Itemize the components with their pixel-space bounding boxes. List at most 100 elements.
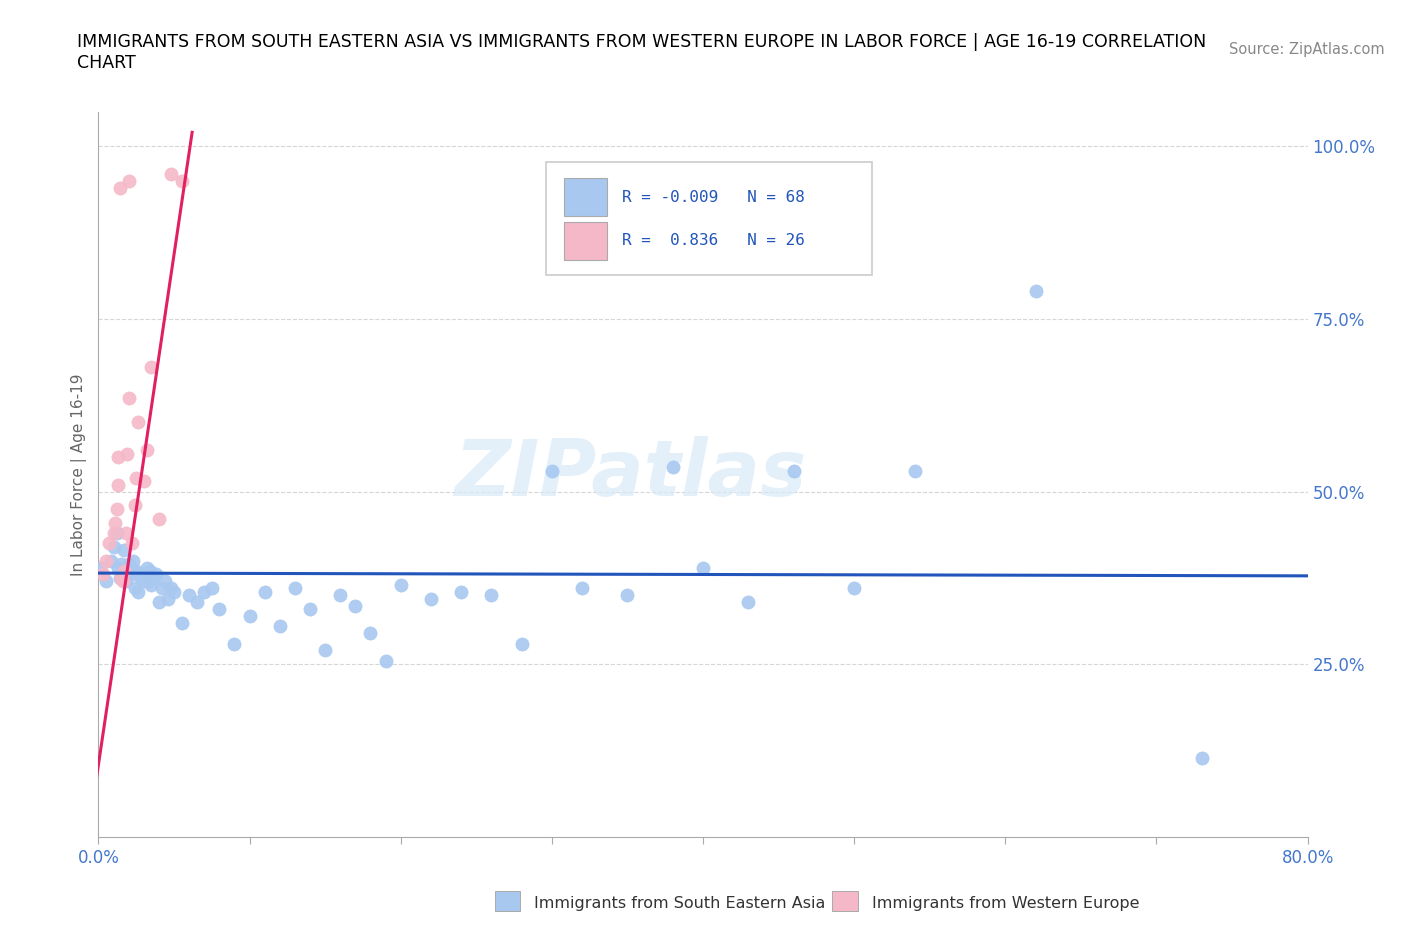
- Point: [141, 360, 163, 375]
- Point: [118, 557, 141, 572]
- Point: [125, 564, 148, 578]
- Point: [107, 560, 129, 575]
- Point: [360, 626, 382, 641]
- Point: [616, 588, 638, 603]
- Bar: [495, 891, 520, 911]
- Text: Source: ZipAtlas.com: Source: ZipAtlas.com: [1229, 42, 1385, 57]
- Point: [132, 574, 155, 589]
- Point: [136, 574, 159, 589]
- Point: [284, 581, 307, 596]
- Point: [153, 574, 176, 589]
- Point: [239, 608, 262, 623]
- Point: [125, 471, 148, 485]
- Point: [118, 173, 141, 188]
- Point: [98, 536, 121, 551]
- Point: [253, 584, 276, 599]
- Text: Immigrants from South Eastern Asia: Immigrants from South Eastern Asia: [534, 897, 825, 911]
- Text: R =  0.836   N = 26: R = 0.836 N = 26: [621, 233, 804, 248]
- Point: [121, 536, 143, 551]
- Point: [148, 512, 170, 526]
- Point: [329, 588, 352, 603]
- Point: [94, 574, 117, 589]
- Point: [141, 578, 163, 592]
- Bar: [832, 891, 858, 911]
- Point: [177, 588, 201, 603]
- Point: [128, 567, 150, 582]
- Point: [170, 173, 193, 188]
- Point: [139, 564, 162, 578]
- Point: [170, 616, 193, 631]
- Point: [135, 560, 157, 575]
- Point: [344, 598, 367, 613]
- Point: [269, 618, 291, 633]
- Point: [481, 588, 503, 603]
- FancyBboxPatch shape: [564, 179, 607, 216]
- Point: [419, 591, 441, 606]
- Point: [114, 574, 136, 589]
- Point: [107, 449, 129, 464]
- Point: [904, 463, 927, 478]
- Point: [103, 539, 125, 554]
- Point: [100, 553, 122, 568]
- Point: [112, 543, 135, 558]
- Point: [193, 584, 215, 599]
- Point: [118, 391, 141, 405]
- Point: [91, 567, 114, 582]
- Point: [540, 463, 562, 478]
- Point: [1024, 284, 1046, 299]
- Point: [1191, 751, 1213, 765]
- Point: [148, 594, 170, 609]
- Point: [110, 570, 132, 585]
- Point: [108, 180, 131, 195]
- Point: [299, 602, 322, 617]
- Point: [150, 581, 173, 596]
- Point: [156, 591, 179, 606]
- Point: [571, 581, 593, 596]
- Point: [127, 415, 149, 430]
- Point: [107, 477, 129, 492]
- Text: CHART: CHART: [77, 54, 136, 72]
- Point: [844, 581, 866, 596]
- Point: [132, 473, 155, 488]
- Point: [121, 567, 143, 582]
- Point: [122, 553, 145, 568]
- Point: [145, 567, 167, 582]
- Point: [661, 460, 683, 475]
- Point: [160, 166, 183, 181]
- Point: [115, 446, 138, 461]
- Point: [450, 584, 472, 599]
- Point: [124, 581, 146, 596]
- Point: [108, 570, 131, 585]
- Point: [89, 560, 111, 575]
- Point: [135, 443, 157, 458]
- Point: [224, 636, 246, 651]
- Point: [115, 567, 138, 582]
- Point: [186, 594, 208, 609]
- Point: [129, 570, 152, 585]
- Point: [105, 501, 128, 516]
- Point: [142, 570, 165, 585]
- FancyBboxPatch shape: [564, 222, 607, 259]
- Point: [110, 557, 132, 572]
- Point: [374, 654, 396, 669]
- Point: [104, 515, 127, 530]
- Point: [114, 525, 136, 540]
- Point: [163, 584, 186, 599]
- Point: [314, 643, 336, 658]
- Text: Immigrants from Western Europe: Immigrants from Western Europe: [872, 897, 1139, 911]
- Point: [105, 525, 128, 540]
- Point: [94, 553, 117, 568]
- Point: [111, 564, 134, 578]
- Point: [120, 560, 142, 575]
- Point: [389, 578, 412, 592]
- Point: [112, 564, 135, 578]
- Point: [111, 574, 134, 589]
- Point: [201, 581, 224, 596]
- Y-axis label: In Labor Force | Age 16-19: In Labor Force | Age 16-19: [72, 373, 87, 576]
- Point: [510, 636, 533, 651]
- Point: [737, 594, 759, 609]
- Point: [692, 560, 714, 575]
- Point: [127, 584, 149, 599]
- Text: R = -0.009   N = 68: R = -0.009 N = 68: [621, 190, 804, 205]
- Point: [103, 525, 125, 540]
